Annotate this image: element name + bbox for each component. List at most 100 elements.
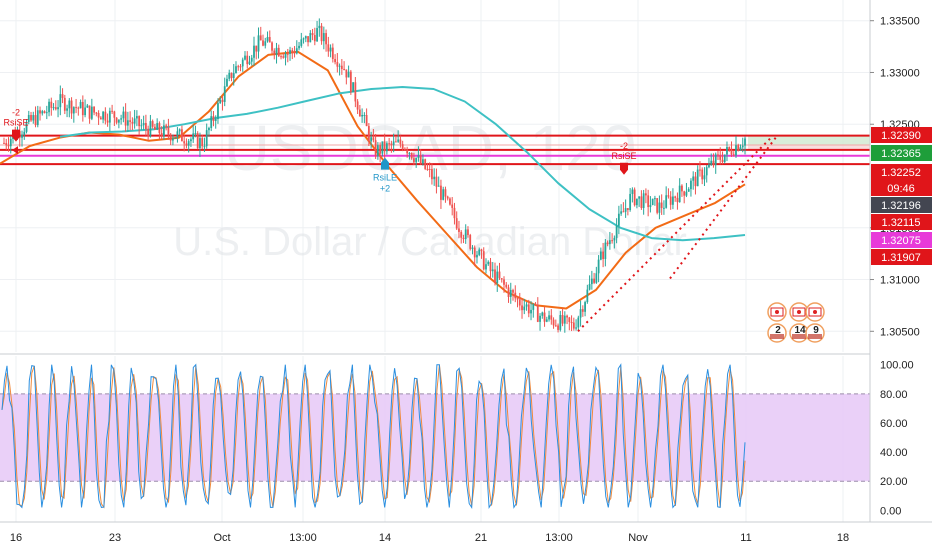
candle[interactable] bbox=[293, 46, 296, 58]
candle[interactable] bbox=[120, 114, 123, 125]
candle[interactable] bbox=[588, 275, 591, 291]
candle[interactable] bbox=[672, 188, 674, 210]
candle[interactable] bbox=[408, 151, 411, 160]
trend-lines[interactable] bbox=[577, 133, 779, 333]
candle[interactable] bbox=[608, 231, 611, 250]
candle[interactable] bbox=[631, 187, 634, 203]
candle[interactable] bbox=[370, 131, 373, 149]
candle[interactable] bbox=[271, 41, 273, 54]
candle[interactable] bbox=[356, 99, 359, 115]
candle[interactable] bbox=[464, 224, 467, 244]
candle[interactable] bbox=[199, 132, 201, 158]
candle[interactable] bbox=[410, 152, 413, 160]
candle[interactable] bbox=[399, 135, 402, 148]
candlesticks[interactable] bbox=[3, 18, 746, 333]
candle[interactable] bbox=[741, 137, 744, 153]
candle[interactable] bbox=[550, 309, 553, 325]
candle[interactable] bbox=[431, 162, 433, 185]
economic-events[interactable]: 2 14 9 bbox=[767, 302, 825, 343]
candle[interactable] bbox=[43, 110, 46, 114]
candle[interactable] bbox=[304, 35, 307, 43]
candle[interactable] bbox=[75, 98, 77, 114]
candle[interactable] bbox=[322, 26, 325, 50]
candle[interactable] bbox=[88, 105, 91, 124]
candle[interactable] bbox=[363, 112, 366, 124]
candle[interactable] bbox=[318, 18, 321, 37]
candle[interactable] bbox=[435, 168, 438, 194]
candle[interactable] bbox=[63, 94, 66, 115]
candle[interactable] bbox=[687, 187, 690, 192]
candle[interactable] bbox=[575, 319, 577, 331]
event-flag-ca[interactable] bbox=[805, 302, 825, 322]
candle[interactable] bbox=[372, 128, 375, 143]
candle[interactable] bbox=[354, 76, 357, 108]
candle[interactable] bbox=[532, 303, 535, 318]
candle[interactable] bbox=[158, 121, 161, 140]
candle[interactable] bbox=[708, 157, 710, 169]
candle[interactable] bbox=[298, 41, 300, 51]
candle[interactable] bbox=[586, 284, 589, 304]
candle[interactable] bbox=[190, 137, 192, 147]
candle[interactable] bbox=[167, 118, 170, 140]
candle[interactable] bbox=[329, 44, 332, 58]
candle[interactable] bbox=[160, 126, 163, 139]
candle[interactable] bbox=[99, 116, 102, 120]
candle[interactable] bbox=[338, 63, 341, 76]
candle[interactable] bbox=[77, 106, 80, 116]
candle[interactable] bbox=[512, 288, 514, 301]
trendline-lower[interactable] bbox=[577, 135, 773, 333]
candle[interactable] bbox=[622, 202, 625, 213]
candle[interactable] bbox=[25, 119, 28, 134]
candle[interactable] bbox=[235, 61, 237, 74]
candle[interactable] bbox=[133, 109, 136, 129]
candle[interactable] bbox=[340, 58, 343, 75]
candle[interactable] bbox=[248, 55, 251, 66]
candle[interactable] bbox=[584, 300, 586, 317]
candle[interactable] bbox=[9, 136, 12, 154]
candle[interactable] bbox=[692, 171, 695, 190]
candle[interactable] bbox=[644, 188, 647, 204]
candle[interactable] bbox=[719, 147, 722, 165]
candle[interactable] bbox=[638, 196, 641, 207]
candle[interactable] bbox=[196, 131, 199, 150]
candle[interactable] bbox=[696, 165, 699, 187]
candle[interactable] bbox=[250, 54, 253, 66]
candle[interactable] bbox=[343, 61, 345, 71]
candle[interactable] bbox=[683, 190, 686, 204]
candle[interactable] bbox=[3, 137, 5, 145]
candle[interactable] bbox=[453, 202, 456, 225]
candle[interactable] bbox=[458, 220, 460, 239]
candle[interactable] bbox=[230, 72, 233, 82]
candle[interactable] bbox=[90, 98, 93, 121]
candle[interactable] bbox=[277, 44, 280, 57]
candle[interactable] bbox=[678, 178, 681, 203]
candle[interactable] bbox=[268, 30, 271, 43]
candle[interactable] bbox=[307, 36, 309, 47]
candle[interactable] bbox=[126, 111, 129, 132]
candle[interactable] bbox=[548, 310, 550, 322]
candle[interactable] bbox=[284, 50, 287, 66]
candle[interactable] bbox=[286, 48, 289, 63]
candle[interactable] bbox=[72, 106, 75, 123]
candle[interactable] bbox=[23, 127, 26, 140]
candle[interactable] bbox=[467, 226, 469, 238]
candle[interactable] bbox=[93, 106, 95, 116]
event-flag-us[interactable]: 9 bbox=[805, 323, 825, 343]
candle[interactable] bbox=[345, 69, 348, 85]
candle[interactable] bbox=[703, 167, 706, 187]
candle[interactable] bbox=[203, 137, 206, 152]
candle[interactable] bbox=[266, 31, 269, 43]
candle[interactable] bbox=[401, 140, 404, 152]
candle[interactable] bbox=[361, 108, 364, 123]
candle[interactable] bbox=[579, 300, 582, 327]
horizontal-levels[interactable] bbox=[0, 134, 870, 166]
candle[interactable] bbox=[183, 134, 186, 152]
candle[interactable] bbox=[626, 208, 629, 216]
candle[interactable] bbox=[316, 20, 318, 42]
candle[interactable] bbox=[561, 308, 564, 327]
candle[interactable] bbox=[376, 142, 379, 160]
candle[interactable] bbox=[590, 270, 593, 290]
candle[interactable] bbox=[300, 32, 303, 48]
